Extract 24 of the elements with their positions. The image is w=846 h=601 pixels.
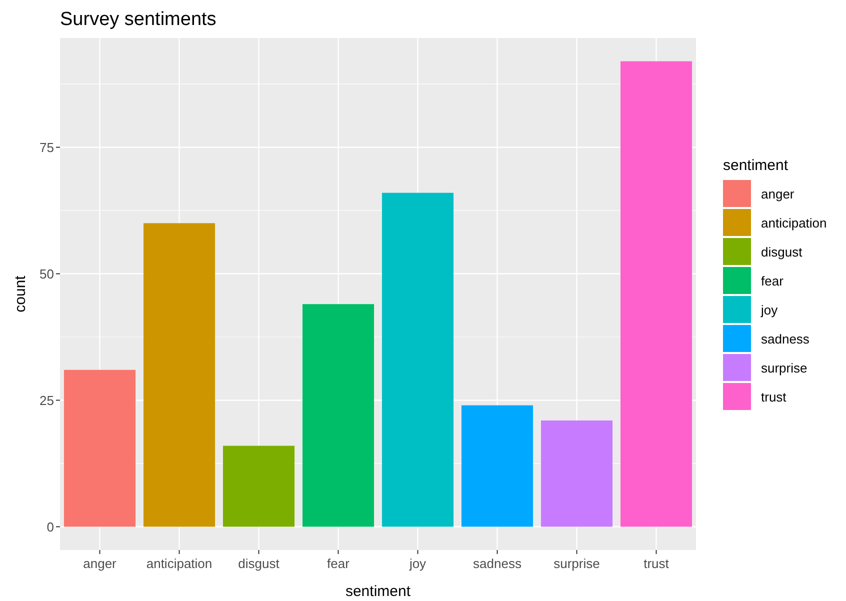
- x-tick-label: surprise: [554, 556, 600, 571]
- y-tick-label: 0: [46, 519, 54, 534]
- x-tick-label: disgust: [238, 556, 280, 571]
- legend-label: joy: [760, 302, 778, 318]
- x-tick-label: fear: [327, 556, 350, 571]
- y-tick-label: 75: [40, 140, 54, 155]
- x-axis-title: sentiment: [345, 583, 412, 600]
- legend-label: anger: [761, 186, 795, 202]
- legend-label: surprise: [761, 360, 808, 376]
- x-tick-label: trust: [644, 556, 670, 571]
- x-tick-label: sadness: [473, 556, 522, 571]
- legend-label: trust: [761, 390, 787, 405]
- y-tick-label: 50: [40, 266, 54, 282]
- legend-label: anticipation: [761, 216, 827, 231]
- y-axis-title: count: [12, 274, 29, 312]
- y-tick-label: 25: [40, 392, 54, 408]
- x-tick-label: anticipation: [146, 556, 212, 571]
- legend-title: sentiment: [723, 157, 789, 174]
- chart-title: Survey sentiments: [60, 9, 216, 30]
- legend-label: disgust: [761, 244, 803, 260]
- legend-label: fear: [761, 274, 784, 289]
- legend-label: sadness: [761, 332, 810, 347]
- x-tick-label: joy: [408, 556, 427, 571]
- x-tick-label: anger: [83, 556, 118, 571]
